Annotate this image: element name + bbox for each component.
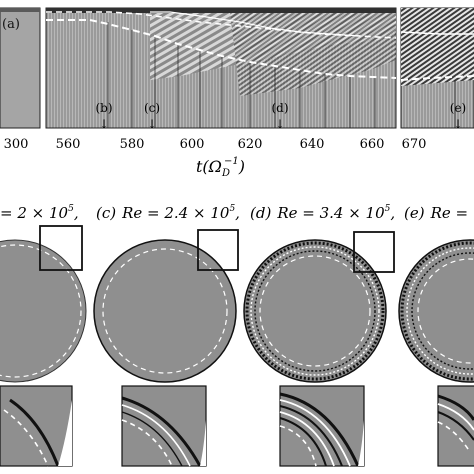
snapshot-title-c: (c) Re = 2.4 × 105, — [96, 204, 240, 222]
tick-label: 670 — [402, 137, 427, 152]
snapshot-titles: = 2 × 105, (c) Re = 2.4 × 105, (d) Re = 3.… — [0, 204, 468, 222]
snapshot-title-b: = 2 × 105, — [0, 204, 79, 222]
event-marker-c: (c) ↓ — [144, 101, 160, 131]
event-marker-b: (b) ↓ — [95, 101, 112, 131]
spacetime-panel-a — [0, 7, 41, 129]
event-marker-d: (d) ↓ — [271, 101, 288, 131]
zoom-inset-d — [279, 385, 365, 467]
panel-a-label: (a) — [2, 17, 20, 32]
tick-label: 640 — [300, 137, 325, 152]
event-marker-e: (e) ↓ — [450, 101, 466, 131]
tick-label: 620 — [238, 137, 263, 152]
snapshot-title-e: (e) Re = — [404, 204, 468, 222]
snapshot-disk-d — [243, 231, 395, 383]
zoom-inset-c — [121, 385, 207, 467]
tick-label: 600 — [180, 137, 205, 152]
zoom-inset-b — [0, 385, 73, 467]
event-marker-label: (e) — [450, 101, 466, 115]
snapshot-disk-c — [93, 229, 239, 383]
time-axis-ticks: 300 560 580 600 620 640 660 670 — [4, 137, 427, 152]
event-marker-label: (b) — [95, 101, 112, 115]
tick-label: 300 — [4, 137, 29, 152]
snapshot-disk-e — [398, 239, 474, 383]
spacetime-panel-main — [45, 7, 397, 129]
arrow-down-icon: ↓ — [275, 117, 285, 131]
event-marker-label: (c) — [144, 101, 160, 115]
snapshot-title-d: (d) Re = 3.4 × 105, — [250, 204, 395, 222]
spacetime-panel-right — [400, 7, 474, 129]
tick-label: 580 — [120, 137, 145, 152]
time-axis-label: t(ΩD−1) — [196, 156, 245, 179]
zoom-inset-e — [437, 385, 474, 467]
arrow-down-icon: ↓ — [453, 117, 463, 131]
snapshot-disk-b — [0, 225, 87, 383]
arrow-down-icon: ↓ — [99, 117, 109, 131]
tick-label: 560 — [56, 137, 81, 152]
arrow-down-icon: ↓ — [147, 117, 157, 131]
event-marker-label: (d) — [271, 101, 288, 115]
tick-label: 660 — [360, 137, 385, 152]
